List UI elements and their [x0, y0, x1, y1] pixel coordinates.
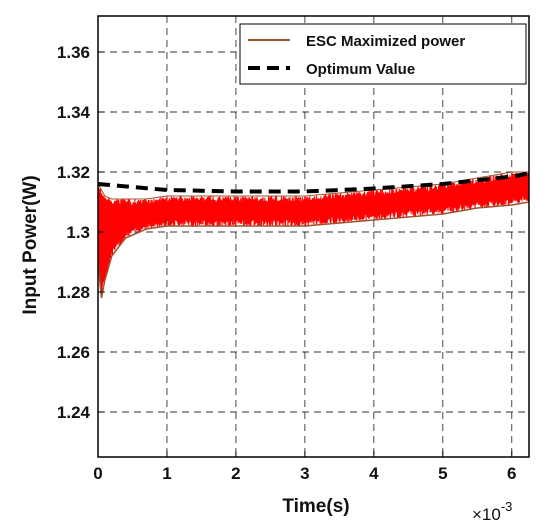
y-tick-label: 1.26: [57, 343, 90, 362]
y-tick-label: 1.28: [57, 283, 90, 302]
legend-box: [239, 23, 527, 85]
y-tick-label: 1.34: [57, 103, 91, 122]
x-axis-multiplier-base: ×10: [472, 505, 501, 524]
x-tick-label: 1: [162, 464, 171, 483]
y-tick-label: 1.32: [57, 163, 90, 182]
x-tick-label: 5: [438, 464, 447, 483]
x-tick-label: 2: [231, 464, 240, 483]
x-axis-multiplier: ×10-3: [472, 499, 512, 524]
legend-entry-esc: ESC Maximized power: [306, 33, 465, 50]
series-esc-lower-edge: [97, 201, 530, 299]
x-tick-label: 6: [507, 464, 516, 483]
y-tick-label: 1.3: [66, 223, 90, 242]
series-optimum-line: [97, 171, 530, 194]
x-tick-label: 0: [93, 464, 102, 483]
y-axis-label: Input Power(W): [20, 175, 41, 314]
y-tick-label: 1.36: [57, 43, 90, 62]
series-esc-band: [97, 172, 530, 297]
plot-frame: [97, 15, 530, 458]
x-tick-label: 4: [369, 464, 379, 483]
y-tick-label: 1.24: [57, 403, 91, 422]
data-series: [97, 171, 530, 299]
ticks: 0 1 2 3 4 5 6 1.24 1.26 1.28 1.3 1.32 1.34 1.36: [57, 43, 517, 483]
grid: [97, 16, 529, 457]
x-axis-multiplier-exponent: -3: [501, 499, 513, 514]
x-axis-label: Time(s): [282, 496, 349, 517]
x-tick-label: 3: [300, 464, 309, 483]
legend: ESC Maximized power Optimum Value: [239, 23, 527, 85]
legend-entry-optimum: Optimum Value: [306, 61, 415, 78]
